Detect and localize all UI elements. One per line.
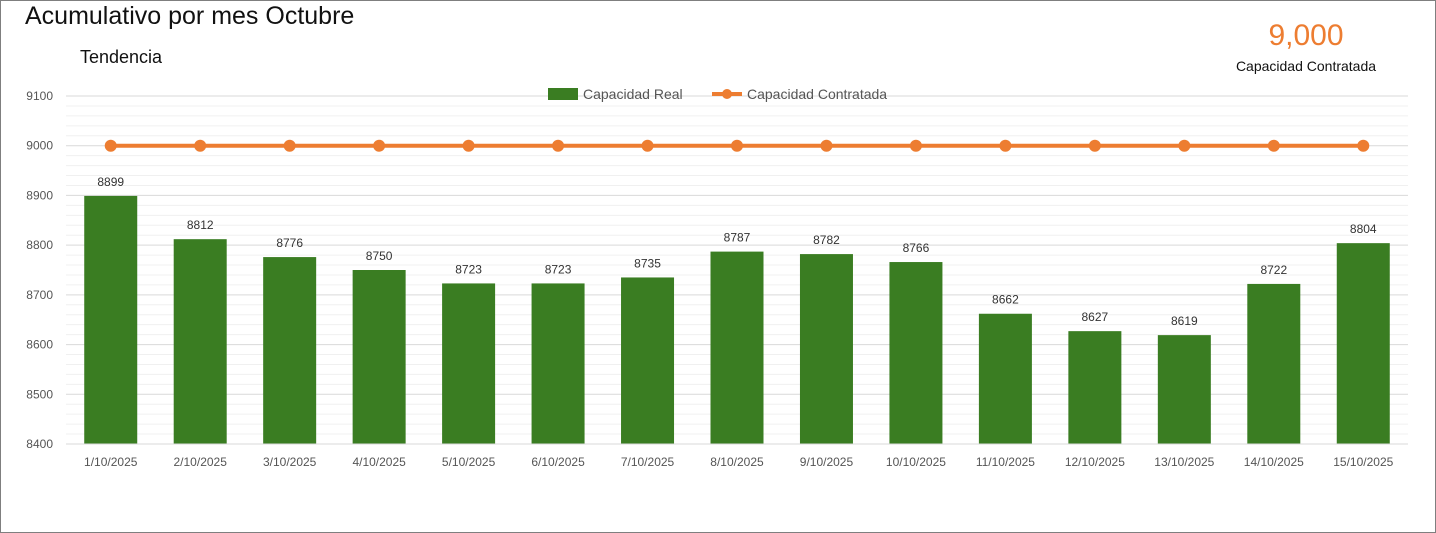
bar-capacidad-real xyxy=(978,313,1032,444)
bar-capacidad-real xyxy=(621,277,675,444)
legend-label-line: Capacidad Contratada xyxy=(747,86,887,102)
y-tick-label: 8800 xyxy=(26,238,53,252)
kpi-value: 9,000 xyxy=(1268,19,1344,52)
bar-capacidad-real xyxy=(1157,335,1211,444)
chart-subtitle: Tendencia xyxy=(80,47,163,67)
data-labels-layer: 8899 8812 8776 8750 8723 8723 8735 8787 8782 8766… xyxy=(97,175,1377,328)
bars-layer xyxy=(84,195,1390,444)
bar-capacidad-real xyxy=(531,283,585,444)
x-tick-label: 6/10/2025 xyxy=(531,455,585,469)
y-tick-label: 8600 xyxy=(26,338,53,352)
x-tick-label: 11/10/2025 xyxy=(976,455,1035,469)
y-tick-label: 8900 xyxy=(26,188,53,202)
bar-data-label: 8766 xyxy=(903,241,930,255)
line-marker xyxy=(820,139,833,152)
kpi-card: 9,000 Capacidad Contratada xyxy=(1206,18,1406,74)
line-marker xyxy=(909,139,922,152)
bar-data-label: 8750 xyxy=(366,249,393,263)
y-axis: 8400 8500 8600 8700 8800 8900 9000 9100 xyxy=(26,89,53,451)
bar-data-label: 8723 xyxy=(545,262,572,276)
line-marker xyxy=(194,139,207,152)
bar-data-label: 8812 xyxy=(187,218,214,232)
legend: Capacidad Real Capacidad Contratada xyxy=(548,86,887,102)
chart-title: Acumulativo por mes Octubre xyxy=(25,2,355,30)
bar-capacidad-real xyxy=(710,251,764,444)
line-marker xyxy=(462,139,475,152)
line-marker xyxy=(641,139,654,152)
line-marker xyxy=(1088,139,1101,152)
x-tick-label: 12/10/2025 xyxy=(1065,455,1125,469)
kpi-label: Capacidad Contratada xyxy=(1235,58,1377,74)
x-tick-label: 5/10/2025 xyxy=(442,455,496,469)
x-tick-label: 8/10/2025 xyxy=(710,455,764,469)
bar-capacidad-real xyxy=(889,262,943,444)
bar-capacidad-real xyxy=(1068,331,1122,444)
bar-capacidad-real xyxy=(799,254,853,444)
x-tick-label: 13/10/2025 xyxy=(1154,455,1214,469)
bar-data-label: 8776 xyxy=(276,236,303,250)
line-marker xyxy=(999,139,1012,152)
bar-capacidad-real xyxy=(352,270,406,444)
line-marker xyxy=(373,139,386,152)
line-marker xyxy=(552,139,565,152)
y-tick-label: 9100 xyxy=(26,89,53,103)
bar-data-label: 8723 xyxy=(455,262,482,276)
y-tick-label: 8400 xyxy=(26,437,53,451)
line-marker xyxy=(731,139,743,152)
legend-swatch-marker xyxy=(722,89,732,99)
line-layer xyxy=(104,139,1370,152)
y-tick-label: 9000 xyxy=(26,139,53,153)
bar-data-label: 8735 xyxy=(634,256,661,270)
x-tick-label: 1/10/2025 xyxy=(84,455,138,469)
bar-data-label: 8782 xyxy=(813,233,840,247)
x-tick-label: 9/10/2025 xyxy=(800,455,854,469)
bar-data-label: 8662 xyxy=(992,293,1019,307)
x-tick-label: 7/10/2025 xyxy=(621,455,675,469)
bar-data-label: 8804 xyxy=(1350,222,1377,236)
x-tick-label: 14/10/2025 xyxy=(1244,455,1304,469)
x-axis: 1/10/2025 2/10/2025 3/10/2025 4/10/2025 5/10… xyxy=(66,443,1408,469)
bar-capacidad-real xyxy=(263,257,317,444)
y-tick-label: 8700 xyxy=(26,288,53,302)
bar-data-label: 8899 xyxy=(97,175,124,189)
line-marker xyxy=(283,139,296,152)
bar-data-label: 8627 xyxy=(1082,310,1109,324)
x-tick-label: 10/10/2025 xyxy=(886,455,946,469)
legend-swatch-bar xyxy=(548,88,578,100)
bar-data-label: 8722 xyxy=(1260,263,1287,277)
bar-data-label: 8787 xyxy=(724,231,751,245)
x-tick-label: 15/10/2025 xyxy=(1333,455,1393,469)
line-marker xyxy=(104,139,117,152)
x-tick-label: 3/10/2025 xyxy=(263,455,317,469)
bar-data-label: 8619 xyxy=(1171,314,1198,328)
bar-capacidad-real xyxy=(1336,243,1390,444)
line-marker xyxy=(1357,139,1370,152)
x-tick-label: 4/10/2025 xyxy=(352,455,406,469)
line-marker xyxy=(1178,139,1191,152)
bar-capacidad-real xyxy=(1247,283,1301,444)
bar-capacidad-real xyxy=(84,195,138,444)
line-marker xyxy=(1267,139,1280,152)
x-tick-label: 2/10/2025 xyxy=(174,455,228,469)
y-tick-label: 8500 xyxy=(26,387,53,401)
bar-capacidad-real xyxy=(173,239,227,444)
legend-label-bar: Capacidad Real xyxy=(583,86,683,102)
bar-capacidad-real xyxy=(442,283,496,444)
